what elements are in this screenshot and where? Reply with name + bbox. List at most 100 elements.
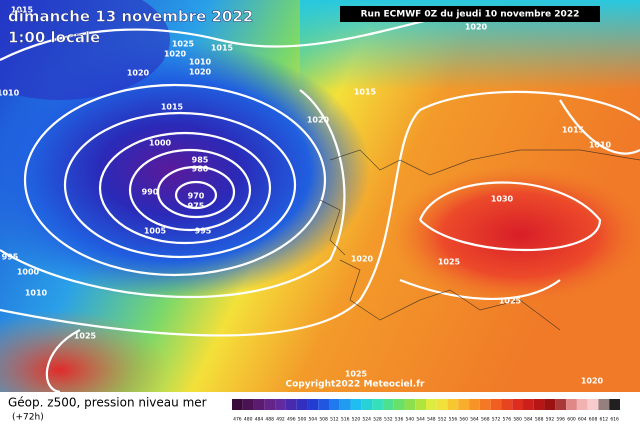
isobar-label: 1010 bbox=[589, 141, 612, 150]
isobar-label: 1020 bbox=[127, 69, 150, 78]
scale-swatch bbox=[382, 399, 394, 410]
scale-swatch bbox=[253, 399, 265, 410]
northern-low bbox=[0, 0, 170, 100]
scale-label: 524 bbox=[362, 417, 371, 423]
scale-label: 512 bbox=[330, 417, 339, 423]
scale-label: 580 bbox=[513, 417, 522, 423]
scale-swatch bbox=[555, 399, 567, 410]
scale-swatch bbox=[458, 399, 470, 410]
isobar-labels: 1015102510201015101010201020102010151015… bbox=[0, 6, 612, 386]
isobar-label: 995 bbox=[2, 253, 19, 262]
isobar-label: 1020 bbox=[465, 23, 488, 32]
scale-swatch bbox=[318, 399, 329, 410]
scale-label: 516 bbox=[341, 417, 350, 423]
scale-label: 488 bbox=[265, 417, 274, 423]
coastlines bbox=[319, 149, 640, 331]
scale-swatch bbox=[598, 399, 610, 410]
isobar-label: 995 bbox=[195, 227, 212, 236]
isobar-label: 985 bbox=[192, 156, 209, 165]
isobar-label: 1015 bbox=[161, 103, 184, 112]
isobar-label: 970 bbox=[188, 192, 205, 201]
isobar-label: 1010 bbox=[0, 89, 20, 98]
scale-label: 552 bbox=[438, 417, 447, 423]
scale-label: 548 bbox=[427, 417, 436, 423]
scale-label: 536 bbox=[395, 417, 404, 423]
scale-swatch bbox=[404, 399, 416, 410]
scale-label: 560 bbox=[459, 417, 468, 423]
isobars bbox=[0, 8, 640, 394]
scale-label: 588 bbox=[535, 417, 544, 423]
scale-swatch bbox=[393, 399, 405, 410]
isobar-label: 975 bbox=[188, 202, 205, 211]
scale-label: 496 bbox=[287, 417, 296, 423]
scale-swatch bbox=[544, 399, 556, 410]
scale-swatch bbox=[307, 399, 319, 410]
scale-swatch bbox=[447, 399, 459, 410]
scale-label: 480 bbox=[244, 417, 253, 423]
isobar-label: 1025 bbox=[438, 258, 461, 267]
scale-label: 504 bbox=[309, 417, 318, 423]
low-pressure bbox=[0, 40, 370, 300]
isobar-label: 1025 bbox=[345, 370, 368, 379]
isobar-label: 990 bbox=[142, 188, 159, 197]
copyright: Copyright2022 Meteociel.fr bbox=[286, 380, 426, 390]
isobar-label: 1000 bbox=[17, 268, 40, 277]
scale-swatch bbox=[361, 399, 373, 410]
isobar-label: 1025 bbox=[499, 297, 522, 306]
isobar-label: 1010 bbox=[25, 289, 48, 298]
map-title: dimanche 13 novembre 2022 bbox=[8, 8, 253, 26]
scale-label: 568 bbox=[481, 417, 490, 423]
scale-swatch bbox=[296, 399, 308, 410]
scale-swatch bbox=[232, 399, 243, 410]
isobar-label: 1025 bbox=[172, 40, 195, 49]
scale-label: 604 bbox=[578, 417, 587, 423]
high-pressure bbox=[390, 165, 640, 305]
scale-swatch bbox=[350, 399, 362, 410]
scale-label: 520 bbox=[352, 417, 361, 423]
legend-title: Géop. z500, pression niveau mer bbox=[8, 396, 207, 410]
run-info: Run ECMWF 0Z du jeudi 10 novembre 2022 bbox=[361, 10, 580, 20]
isobar-label: 1020 bbox=[307, 116, 330, 125]
scale-swatch bbox=[426, 399, 437, 410]
scale-label: 576 bbox=[503, 417, 512, 423]
scale-label: 564 bbox=[470, 417, 479, 423]
scale-swatch bbox=[285, 399, 297, 410]
scale-label: 572 bbox=[492, 417, 501, 423]
scale-label: 492 bbox=[276, 417, 285, 423]
scale-label: 484 bbox=[255, 417, 264, 423]
scale-label: 556 bbox=[449, 417, 458, 423]
scale-swatch bbox=[339, 399, 351, 410]
local-time: 1:00 locale bbox=[8, 29, 100, 47]
scale-label: 584 bbox=[524, 417, 533, 423]
scale-swatch bbox=[372, 399, 383, 410]
scale-label: 608 bbox=[589, 417, 598, 423]
isobar-label: 1015 bbox=[11, 6, 34, 15]
scale-label: 500 bbox=[298, 417, 307, 423]
scale-swatch bbox=[576, 399, 588, 410]
scale-label: 540 bbox=[406, 417, 415, 423]
isobar-label: 1015 bbox=[562, 126, 585, 135]
scale-swatch bbox=[523, 399, 534, 410]
scale-label: 596 bbox=[556, 417, 565, 423]
isobar-label: 1020 bbox=[164, 50, 187, 59]
scale-label: 508 bbox=[319, 417, 328, 423]
scale-swatch bbox=[242, 399, 254, 410]
isobar-label: 1000 bbox=[149, 139, 172, 148]
scale-swatch bbox=[329, 399, 340, 410]
scale-label: 528 bbox=[373, 417, 382, 423]
scale-swatch bbox=[469, 399, 480, 410]
scale-swatch bbox=[415, 399, 426, 410]
scale-swatch bbox=[479, 399, 491, 410]
scale-label: 532 bbox=[384, 417, 393, 423]
isobar-label: 1020 bbox=[581, 377, 604, 386]
scale-swatch bbox=[490, 399, 502, 410]
scale-swatch bbox=[501, 399, 513, 410]
isobar-label: 1025 bbox=[74, 332, 97, 341]
scale-label: 544 bbox=[416, 417, 425, 423]
scale-label: 616 bbox=[610, 417, 619, 423]
isobar-label: 980 bbox=[192, 165, 209, 174]
isobar-label: 1030 bbox=[491, 195, 514, 204]
scale-swatch bbox=[587, 399, 599, 410]
